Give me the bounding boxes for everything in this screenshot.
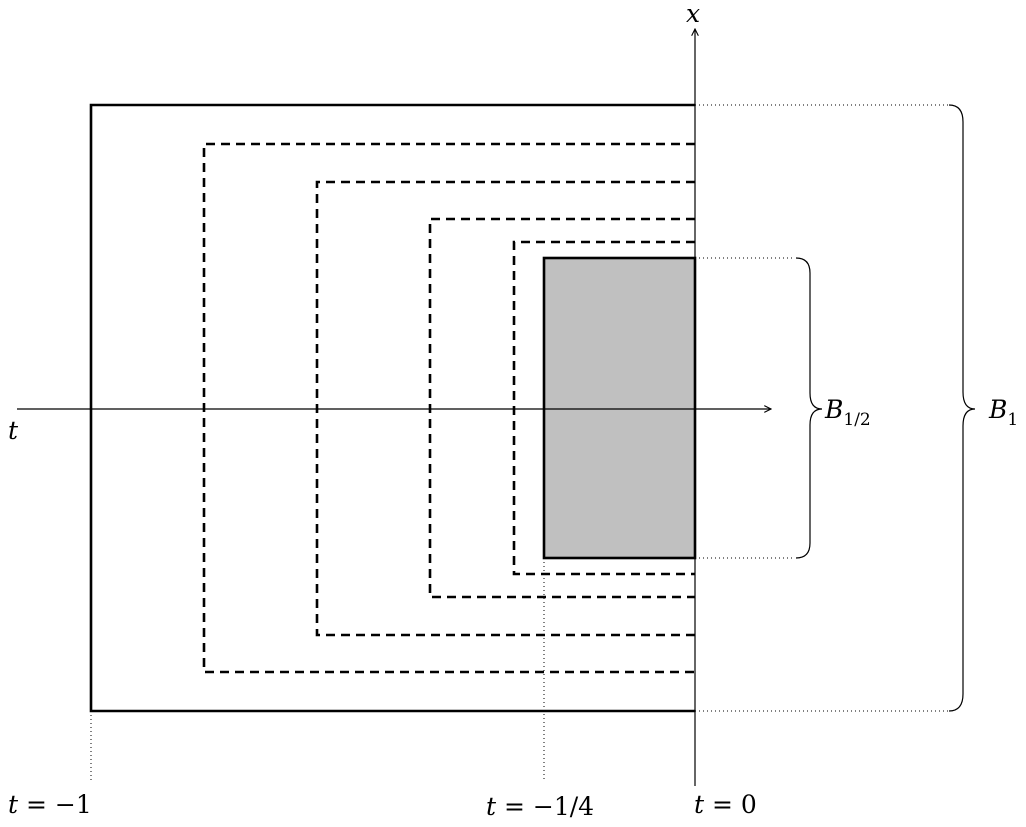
inner-brace <box>795 257 823 559</box>
x-axis-label: x <box>686 0 700 28</box>
t-zero-value: 0 <box>741 790 757 819</box>
t-zero-eq: = <box>704 790 741 819</box>
t-minus-quarter-eq: = <box>496 792 533 821</box>
dashed-cylinder-4 <box>512 240 695 576</box>
t-zero-label: t = 0 <box>694 790 757 819</box>
dashed-cylinder-1 <box>202 142 695 674</box>
outer-brace-subscript: 1 <box>1007 410 1018 430</box>
t-axis-label: t <box>8 416 19 445</box>
t-minus-one-eq: = <box>18 790 55 819</box>
t-minus-one-value: −1 <box>55 790 92 819</box>
outer-brace <box>948 104 976 712</box>
outer-brace-label: B1 <box>988 395 1018 430</box>
outer-cylinder <box>89 103 695 713</box>
shaded-inner-cylinder <box>542 256 697 560</box>
inner-brace-label: B1/2 <box>824 395 871 430</box>
t-minus-quarter-label: t = −1/4 <box>486 792 594 821</box>
inner-brace-subscript: 1/2 <box>843 410 870 430</box>
outer-brace-letter: B <box>988 395 1007 424</box>
t-minus-quarter-value: −1/4 <box>533 792 594 821</box>
dashed-cylinder-3 <box>428 217 695 599</box>
t-minus-one-var: t <box>8 790 19 819</box>
t-minus-quarter-var: t <box>486 792 497 821</box>
t-minus-one-label: t = −1 <box>8 790 92 819</box>
t-zero-var: t <box>694 790 705 819</box>
inner-brace-letter: B <box>824 395 843 424</box>
